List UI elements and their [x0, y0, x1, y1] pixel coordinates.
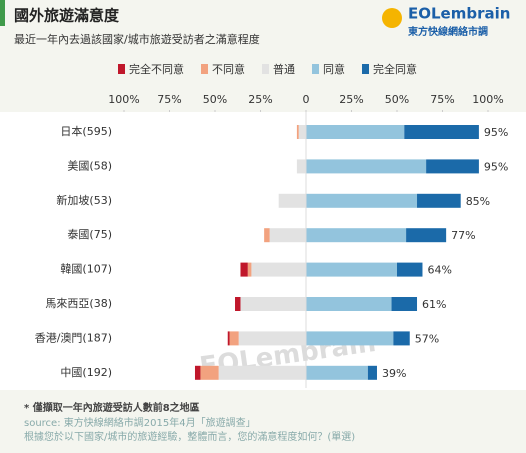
- bar-segment: [306, 262, 397, 277]
- bar-segment: [397, 262, 423, 277]
- bar-segment: [218, 365, 306, 380]
- legend-label: 完全同意: [373, 62, 417, 76]
- category-label: 新加坡(53): [56, 193, 112, 207]
- x-tick-label: 50%: [385, 93, 409, 106]
- source: source: 東方快線網絡市調2015年4月「旅遊調查」: [24, 416, 256, 429]
- bar-segment: [306, 297, 392, 311]
- logo-icon: [382, 8, 402, 28]
- bar-segment: [404, 125, 479, 139]
- bar-segment: [306, 228, 407, 243]
- bar-segment: [240, 262, 248, 277]
- x-tick-label: 100%: [472, 93, 503, 106]
- x-tick-label: 0: [303, 93, 310, 106]
- category-label: 馬來西亞(38): [45, 297, 112, 310]
- question: 根據您於以下國家/城市的旅遊經驗，整體而言，您的滿意程度如何？(單選): [24, 430, 355, 443]
- bar-segment: [393, 331, 410, 346]
- bar-segment: [306, 159, 427, 174]
- total-label: 95%: [484, 160, 508, 173]
- bar-segment: [194, 365, 201, 380]
- bar-segment: [426, 159, 479, 174]
- x-tick-label: 25%: [339, 93, 363, 106]
- total-label: 39%: [382, 367, 406, 380]
- logo-subtitle: 東方快線網絡市調: [408, 25, 488, 38]
- bar-segment: [278, 193, 306, 208]
- category-label: 美國(58): [67, 159, 112, 172]
- chart-subtitle: 最近一年內去過該國家/城市旅遊受訪者之滿意程度: [14, 32, 260, 46]
- bar-segment: [235, 297, 241, 311]
- legend-swatch: [312, 64, 319, 74]
- bar-segment: [229, 331, 239, 346]
- legend-label: 完全不同意: [129, 62, 184, 76]
- bar-segment: [269, 228, 306, 243]
- bar-segment: [296, 159, 306, 174]
- total-label: 77%: [451, 229, 475, 242]
- bar-segment: [306, 365, 368, 380]
- bar-segment: [367, 365, 377, 380]
- total-label: 61%: [422, 298, 446, 311]
- bar-segment: [306, 331, 394, 346]
- bar-segment: [391, 297, 418, 311]
- bar-segment: [298, 125, 306, 139]
- category-label: 日本(595): [60, 124, 112, 138]
- legend-label: 同意: [323, 62, 345, 76]
- legend-swatch: [262, 64, 269, 74]
- bar-segment: [306, 193, 418, 208]
- x-tick-label: 25%: [248, 93, 272, 106]
- logo: EOLembrain: [408, 5, 510, 23]
- bar-segment: [227, 331, 230, 346]
- category-label: 泰國(75): [67, 227, 112, 241]
- category-label: 韓國(107): [60, 263, 112, 276]
- x-tick-label: 75%: [157, 93, 181, 106]
- bar-segment: [406, 228, 447, 243]
- category-label: 中國(192): [60, 366, 112, 379]
- bar-segment: [240, 297, 306, 311]
- note: * 僅擷取一年內旅遊受訪人數前8之地區: [24, 401, 200, 414]
- bar-segment: [247, 262, 252, 277]
- total-label: 64%: [427, 264, 451, 277]
- bar-segment: [238, 331, 306, 346]
- legend-label: 不同意: [212, 62, 245, 76]
- chart-title: 國外旅遊滿意度: [14, 7, 120, 25]
- legend-label: 普通: [273, 62, 295, 76]
- total-label: 57%: [415, 332, 439, 345]
- total-label: 85%: [466, 195, 490, 208]
- legend-swatch: [201, 64, 208, 74]
- title-accent: [0, 0, 5, 26]
- bar-segment: [306, 125, 405, 139]
- total-label: 95%: [484, 126, 508, 139]
- x-tick-label: 100%: [108, 93, 139, 106]
- legend-swatch: [118, 64, 125, 74]
- x-tick-label: 50%: [203, 93, 227, 106]
- bar-segment: [264, 228, 270, 243]
- bar-segment: [251, 262, 306, 277]
- category-label: 香港/澳門(187): [35, 331, 112, 344]
- legend-swatch: [362, 64, 369, 74]
- bar-segment: [296, 125, 299, 139]
- x-tick-label: 75%: [430, 93, 454, 106]
- bar-segment: [200, 365, 219, 380]
- bar-segment: [417, 193, 461, 208]
